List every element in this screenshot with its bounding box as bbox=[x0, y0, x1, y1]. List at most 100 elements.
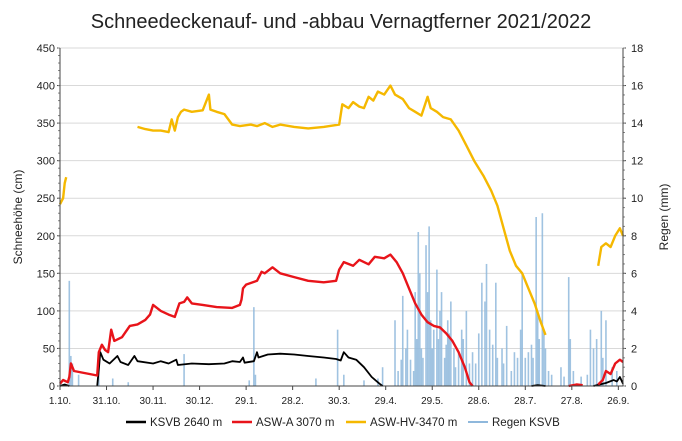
series-line-ksvb-2640-m bbox=[593, 376, 624, 387]
y-tick-label: 100 bbox=[37, 306, 55, 318]
rain-bar bbox=[397, 370, 399, 386]
legend: KSVB 2640 m ASW-A 3070 m ASW-HV-3470 m Rege… bbox=[126, 417, 560, 429]
rain-bar bbox=[474, 363, 477, 386]
rain-bar bbox=[428, 226, 430, 386]
series-line-ksvb-2640-m bbox=[96, 351, 384, 387]
rain-bar bbox=[443, 357, 446, 386]
rain-bar bbox=[68, 280, 71, 386]
y2-tick-label: 18 bbox=[631, 43, 643, 55]
rain-bar bbox=[468, 363, 471, 386]
rain-bar bbox=[420, 348, 423, 386]
x-tick-label: 28.7. bbox=[514, 396, 536, 407]
rain-bar bbox=[465, 310, 468, 386]
rain-bar bbox=[488, 329, 491, 386]
rain-bar bbox=[429, 320, 432, 386]
rain-bar bbox=[496, 357, 499, 386]
chart-title: Schneedeckenauf- und -abbau Vernagtferne… bbox=[91, 11, 591, 33]
rain-bar bbox=[127, 382, 130, 386]
rain-bar bbox=[527, 352, 530, 386]
rain-bar bbox=[406, 329, 409, 386]
rain-bar bbox=[505, 325, 508, 386]
y-tick-label: 400 bbox=[37, 81, 55, 93]
y2-tick-label: 14 bbox=[631, 118, 643, 130]
rain-bar bbox=[445, 344, 447, 386]
rain-bar bbox=[615, 370, 618, 386]
rain-bar bbox=[530, 344, 533, 386]
rain-bar bbox=[602, 357, 604, 386]
rain-bar bbox=[409, 359, 412, 386]
rain-bar bbox=[567, 277, 570, 386]
x-tick-label: 30.3. bbox=[328, 396, 350, 407]
rain-bar bbox=[71, 363, 74, 386]
rain-bar bbox=[485, 263, 488, 386]
rain-bar bbox=[484, 301, 486, 386]
rain-bar bbox=[315, 378, 317, 386]
rain-bar bbox=[394, 320, 396, 386]
x-tick-label: 29.5. bbox=[421, 396, 443, 407]
rain-bar bbox=[440, 292, 443, 386]
rain-bar bbox=[432, 329, 435, 386]
gridlines bbox=[60, 47, 623, 349]
rain-bar bbox=[501, 348, 503, 386]
rain-bar bbox=[536, 310, 539, 386]
rain-bar bbox=[510, 370, 513, 386]
rain-bar bbox=[453, 348, 455, 386]
rain-bar bbox=[595, 339, 598, 386]
rain-bars bbox=[68, 213, 618, 386]
x-tick-label: 1.10. bbox=[49, 396, 71, 407]
rain-bar bbox=[481, 282, 483, 386]
x-tick-label: 30.12. bbox=[186, 396, 214, 407]
rain-bar bbox=[513, 352, 516, 386]
legend-label: KSVB 2640 m bbox=[150, 417, 222, 429]
rain-bar bbox=[422, 357, 424, 386]
y2-tick-label: 4 bbox=[631, 306, 637, 318]
rain-bar bbox=[524, 357, 527, 386]
rain-bar bbox=[381, 367, 384, 386]
legend-label: ASW-HV-3470 m bbox=[370, 417, 457, 429]
rain-bar bbox=[412, 370, 415, 386]
rain-bar bbox=[183, 354, 185, 386]
rain-bar bbox=[401, 295, 404, 386]
rain-bar bbox=[405, 348, 407, 386]
rain-bar bbox=[254, 374, 257, 386]
rain-bar bbox=[471, 352, 474, 386]
y2-tick-label: 12 bbox=[631, 156, 643, 168]
y-tick-label: 200 bbox=[37, 231, 55, 243]
x-tick-label: 31.10. bbox=[93, 396, 121, 407]
rain-bar bbox=[419, 273, 421, 386]
rain-bar bbox=[592, 348, 595, 386]
rain-bar bbox=[446, 320, 449, 386]
series-line-asw-a-3070-m bbox=[597, 358, 624, 386]
rain-bar bbox=[415, 339, 418, 386]
y2-axis-label: Regen (mm) bbox=[657, 184, 671, 251]
rain-bar bbox=[454, 367, 457, 386]
rain-bar bbox=[448, 333, 451, 386]
rain-bar bbox=[547, 370, 550, 386]
x-tick-label: 30.11. bbox=[140, 396, 167, 407]
rain-bar bbox=[457, 352, 460, 386]
rain-bar bbox=[544, 348, 547, 386]
rain-bar bbox=[560, 367, 562, 386]
rain-bar bbox=[343, 374, 345, 386]
y-tick-label: 250 bbox=[37, 193, 55, 205]
x-tick-label: 28.6. bbox=[468, 396, 490, 407]
y2-tick-label: 0 bbox=[631, 381, 637, 393]
rain-bar bbox=[580, 376, 582, 386]
y2-tick-label: 10 bbox=[631, 193, 643, 205]
axes bbox=[57, 47, 626, 390]
rain-bar bbox=[426, 292, 429, 386]
rain-bar bbox=[477, 333, 480, 386]
x-tick-label: 28.2. bbox=[282, 396, 304, 407]
rain-bar bbox=[586, 374, 589, 386]
y-axis-label: Schneehöhe (cm) bbox=[11, 170, 25, 265]
x-tick-label: 27.8. bbox=[561, 396, 583, 407]
rain-bar bbox=[541, 213, 544, 386]
x-tick-label: 26.9. bbox=[607, 396, 629, 407]
rain-bar bbox=[563, 376, 565, 386]
y2-tick-label: 8 bbox=[631, 231, 637, 243]
rain-bar bbox=[253, 307, 255, 386]
rain-bar bbox=[336, 329, 339, 386]
rain-bar bbox=[431, 348, 434, 386]
rain-bar bbox=[543, 329, 545, 386]
